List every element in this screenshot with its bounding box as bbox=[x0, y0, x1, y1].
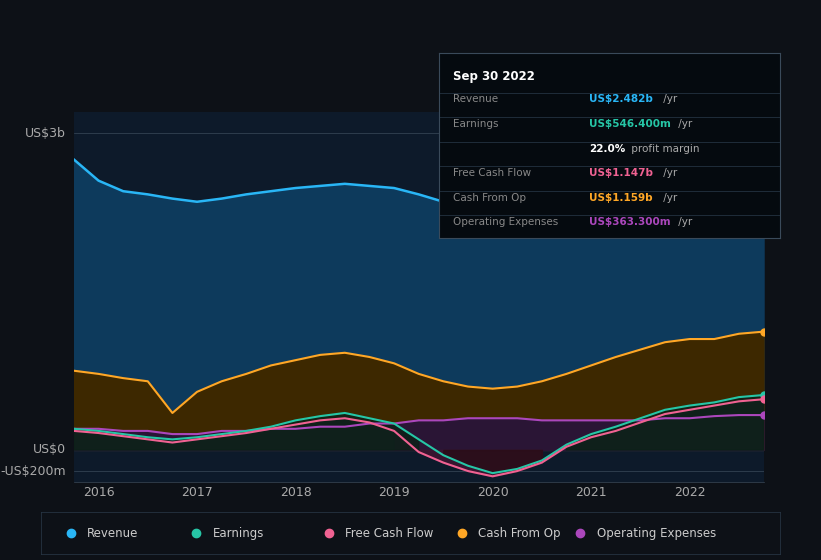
Text: Cash From Op: Cash From Op bbox=[453, 193, 526, 203]
Text: Sep 30 2022: Sep 30 2022 bbox=[453, 70, 534, 83]
Text: US$0: US$0 bbox=[33, 444, 66, 456]
Text: US$1.159b: US$1.159b bbox=[589, 193, 653, 203]
Text: Earnings: Earnings bbox=[213, 527, 264, 540]
Text: profit margin: profit margin bbox=[628, 143, 699, 153]
Text: Free Cash Flow: Free Cash Flow bbox=[453, 168, 531, 178]
Text: Earnings: Earnings bbox=[453, 119, 498, 129]
Text: /yr: /yr bbox=[660, 95, 677, 104]
Text: /yr: /yr bbox=[660, 168, 677, 178]
Text: Operating Expenses: Operating Expenses bbox=[597, 527, 716, 540]
Text: /yr: /yr bbox=[660, 193, 677, 203]
Text: US$1.147b: US$1.147b bbox=[589, 168, 654, 178]
Text: 22.0%: 22.0% bbox=[589, 143, 626, 153]
Text: Revenue: Revenue bbox=[87, 527, 138, 540]
Text: Revenue: Revenue bbox=[453, 95, 498, 104]
Text: US$3b: US$3b bbox=[25, 127, 66, 139]
Text: Operating Expenses: Operating Expenses bbox=[453, 217, 558, 227]
Text: /yr: /yr bbox=[676, 119, 693, 129]
Text: Free Cash Flow: Free Cash Flow bbox=[346, 527, 433, 540]
Text: Cash From Op: Cash From Op bbox=[479, 527, 561, 540]
Text: US$546.400m: US$546.400m bbox=[589, 119, 671, 129]
Text: -US$200m: -US$200m bbox=[0, 465, 66, 478]
Text: US$2.482b: US$2.482b bbox=[589, 95, 653, 104]
Text: /yr: /yr bbox=[676, 217, 693, 227]
Text: US$363.300m: US$363.300m bbox=[589, 217, 671, 227]
